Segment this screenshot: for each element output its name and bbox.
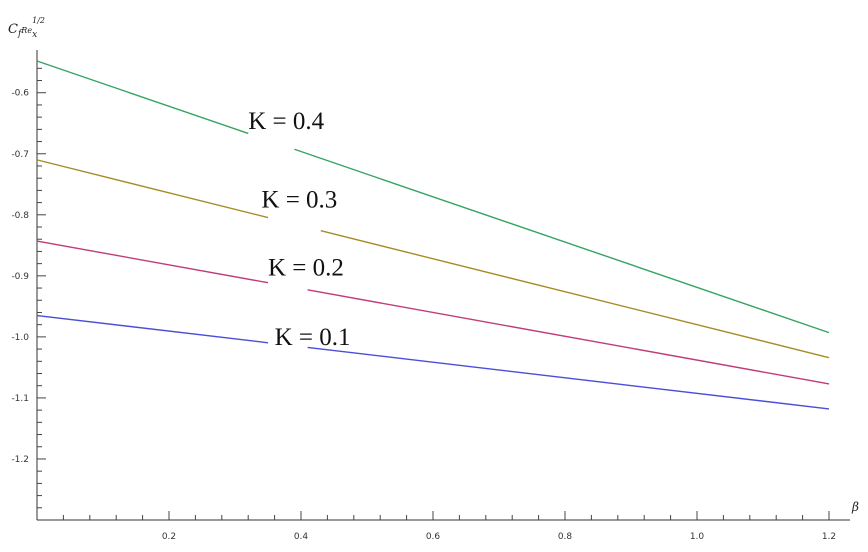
x-axis-title: β [851,500,859,514]
y-axis-title: CfRex 1/2 [8,16,45,40]
series-line-2-segment-1 [36,240,269,284]
curve-label-2: K = 0.2 [268,254,344,281]
y-tick-label-3: -0.9 [11,272,29,282]
x-tick-label-0: 0.2 [162,532,176,542]
series-line-1-segment-1 [36,314,269,344]
y-tick-label-2: -0.8 [11,211,29,221]
x-tick-label-3: 0.8 [558,532,573,542]
y-axis-title-x: x [32,30,37,40]
curve-labels: K = 0.1 K = 0.2 K = 0.3 K = 0.4 [248,108,350,351]
series-line-3-segment-2 [320,230,830,359]
y-tick-label-4: -1.0 [11,333,29,343]
y-axis-title-exp: 1/2 [32,16,45,25]
y-axis-title-f: f [17,29,23,39]
series-line-2-segment-2 [307,289,830,385]
x-tick-label-1: 0.4 [294,532,309,542]
ticks [37,67,830,520]
curve-label-1: K = 0.1 [275,324,351,351]
series-line-3-segment-1 [36,159,269,219]
x-tick-label-5: 1.2 [822,532,836,542]
y-tick-label-0: -0.6 [11,89,29,99]
curve-label-4: K = 0.4 [248,108,324,135]
tick-labels: 0.2 0.4 0.6 0.8 1.0 1.2 -0.6 -0.7 -0.8 -0.9 -1.0 -1… [11,89,836,542]
series-lines [36,60,830,410]
x-tick-label-2: 0.6 [426,532,441,542]
series-line-4-segment-1 [36,60,249,135]
axes [36,50,850,521]
y-axis-title-c: C [8,22,18,37]
y-tick-label-1: -0.7 [11,150,29,160]
y-axis-title-re: Re [20,26,32,35]
y-tick-label-5: -1.1 [11,394,29,404]
x-tick-label-4: 1.0 [690,532,705,542]
series-line-1-segment-2 [307,346,830,410]
curve-label-3: K = 0.3 [261,187,337,214]
series-line-4-segment-2 [294,148,830,334]
y-tick-label-6: -1.2 [11,455,29,465]
